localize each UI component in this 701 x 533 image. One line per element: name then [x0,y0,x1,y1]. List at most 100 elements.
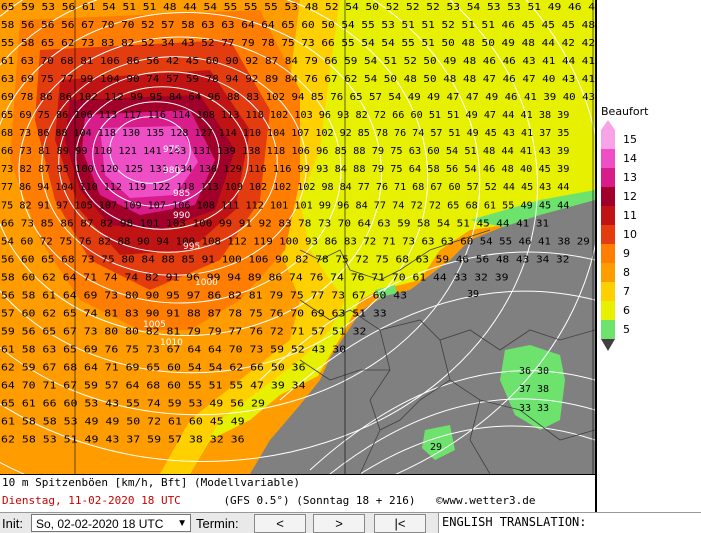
legend-swatch-bft6 [601,301,615,320]
bft5-on-land-b [422,425,455,460]
gust-value-row: 58 60 62 64 71 74 74 82 91 96 99 94 89 8… [1,272,509,283]
valid-date: Dienstag, 11-02-2020 18 UTC [2,494,181,507]
isobar-pressure-label: 1000 [195,278,218,288]
isobar-line [41,56,307,276]
gust-value-row: 55 58 65 62 73 83 82 52 34 43 52 77 79 7… [1,38,595,49]
isobar-pressure-label: 1010 [160,338,183,348]
isobar-line [309,370,595,471]
navigation-toolbar: Init: So, 02-02-2020 18 UTC ▼ Termin: < … [0,512,701,533]
land-gust-value: 29 [430,442,442,453]
isobar-line [0,0,429,374]
isobar-line [109,116,191,184]
country-border-1 [299,299,501,351]
isobar-line [75,86,249,230]
legend-swatch-bft9 [601,244,615,263]
isobar-line [279,290,595,401]
valid-time-line: Dienstag, 11-02-2020 18 UTC (GFS 0.5°) (… [2,494,535,507]
legend-swatch-bft11 [601,206,615,225]
isobar-line [0,12,382,336]
isobar-line [259,251,595,381]
legend-label-bft15: 15 [623,133,637,146]
isobar-pressure-label: 990 [173,211,190,221]
isobar-line [18,36,342,304]
isobar-line [0,0,538,462]
bft6-area [170,0,595,474]
isobar-pressure-label: 980 [163,166,180,176]
isobar-line [0,0,481,416]
legend-swatch-bft8 [601,263,615,282]
legend-swatch-bft10 [601,225,615,244]
land-gust-value: 30 [537,366,549,377]
isobar-line [329,398,595,474]
gust-value-row: 66 73 85 86 87 82 98 101 103 100 99 91 9… [1,218,549,229]
init-run-select[interactable]: So, 02-02-2020 18 UTC ▼ [31,514,191,532]
legend-swatch-bft12 [601,187,615,206]
gust-value-row: 65 69 75 86 106 113 117 116 114 108 113 … [1,110,569,121]
gust-value-row: 59 56 65 67 73 80 80 82 81 79 79 77 76 7… [1,326,366,337]
land-gust-value: 33 [519,403,531,414]
gust-value-row: 68 73 86 88 104 118 130 135 128 127 114 … [1,128,569,139]
coastline [299,229,491,281]
legend-title: Beaufort [601,105,649,118]
gust-value-row: 69 78 86 86 102 112 99 95 84 64 96 88 83… [1,92,595,103]
isobar-pressure-label: 1005 [143,320,166,330]
gust-value-row: 61 58 63 65 69 76 75 73 67 64 64 70 73 5… [1,344,346,355]
init-label: Init: [2,516,23,531]
separator-line [595,0,597,512]
model-run: (GFS 0.5°) (Sonntag 18 + 216) [223,494,416,507]
land-area [250,200,595,474]
land-gust-value: 36 [519,366,531,377]
legend-label-bft14: 14 [623,152,637,165]
legend-label-bft6: 6 [623,304,630,317]
first-button[interactable]: |< [374,514,426,533]
country-border-2 [359,329,391,474]
gust-value-row: 77 86 94 104 110 112 119 122 118 113 109… [1,182,569,193]
land-gust-value: 37 [519,384,531,395]
english-translation-field[interactable]: ENGLISH TRANSLATION: [438,513,701,533]
legend-label-bft10: 10 [623,228,637,241]
site-credit: ©www.wetter3.de [436,494,536,507]
previous-button[interactable]: < [254,514,306,533]
gust-value-row: 56 60 65 68 73 75 80 84 88 85 91 100 106… [1,254,569,265]
land-gust-value: 33 [537,403,549,414]
chevron-down-icon: ▼ [177,518,187,529]
gust-value-row: 63 69 75 77 99 104 90 74 57 59 78 94 92 … [1,74,595,85]
gust-value-row: 65 61 66 60 53 43 55 74 59 53 49 56 29 [1,399,265,410]
termin-label: Termin: [196,516,239,531]
beaufort-legend: Beaufort 15 14 13 12 11 10 9 8 7 6 5 [597,0,701,512]
legend-label-bft7: 7 [623,285,630,298]
legend-label-bft5: 5 [623,323,630,336]
legend-arrow-bottom [601,339,615,351]
legend-swatch-bft5 [601,320,615,339]
legend-scale [601,120,615,351]
country-border-7 [479,399,595,441]
gust-value-row: 62 59 67 68 64 71 69 65 60 54 54 62 66 5… [1,362,306,373]
gust-value-row: 61 63 70 68 81 106 86 56 42 45 60 90 92 … [1,56,595,67]
gust-value-row: 61 58 58 53 49 49 50 72 61 60 45 49 [1,417,245,428]
gust-value-row: 62 58 53 51 49 43 37 59 57 38 32 36 [1,435,245,446]
land-gust-value: 39 [467,289,479,300]
gust-value-row: 66 73 81 89 99 110 121 141 143 131 139 1… [1,146,569,157]
gust-value-row: 54 60 72 75 76 82 88 90 94 100 108 112 1… [1,236,590,247]
gust-value-row: 64 70 71 67 59 57 64 68 60 55 51 55 47 3… [1,380,306,391]
init-run-value: So, 02-02-2020 18 UTC [36,517,164,531]
isobar-line [58,71,278,253]
legend-swatch-bft7 [601,282,615,301]
legend-swatch-bft14 [601,149,615,168]
gust-value-row: 75 82 91 97 105 107 109 107 106 108 111 … [1,200,569,211]
isobar-line [359,425,595,474]
legend-label-bft8: 8 [623,266,630,279]
legend-swatch-bft15 [601,130,615,149]
legend-label-bft9: 9 [623,247,630,260]
country-border-5 [379,379,451,431]
next-button[interactable]: > [313,514,365,533]
legend-swatch-bft13 [601,168,615,187]
gust-value-row: 57 60 62 65 74 81 83 90 91 88 87 78 75 7… [1,308,387,319]
gust-value-row: 65 59 53 56 61 54 51 51 48 44 54 55 55 5… [1,2,595,13]
legend-label-bft13: 13 [623,171,637,184]
gust-value-row: 58 56 56 56 67 70 70 52 57 58 63 63 64 6… [1,20,595,31]
country-border-6 [499,329,595,351]
isobar-pressure-label: 995 [183,242,200,252]
variable-description: 10 m Spitzenböen [km/h, Bft] (Modellvari… [2,476,301,489]
isobar-line [92,101,220,207]
